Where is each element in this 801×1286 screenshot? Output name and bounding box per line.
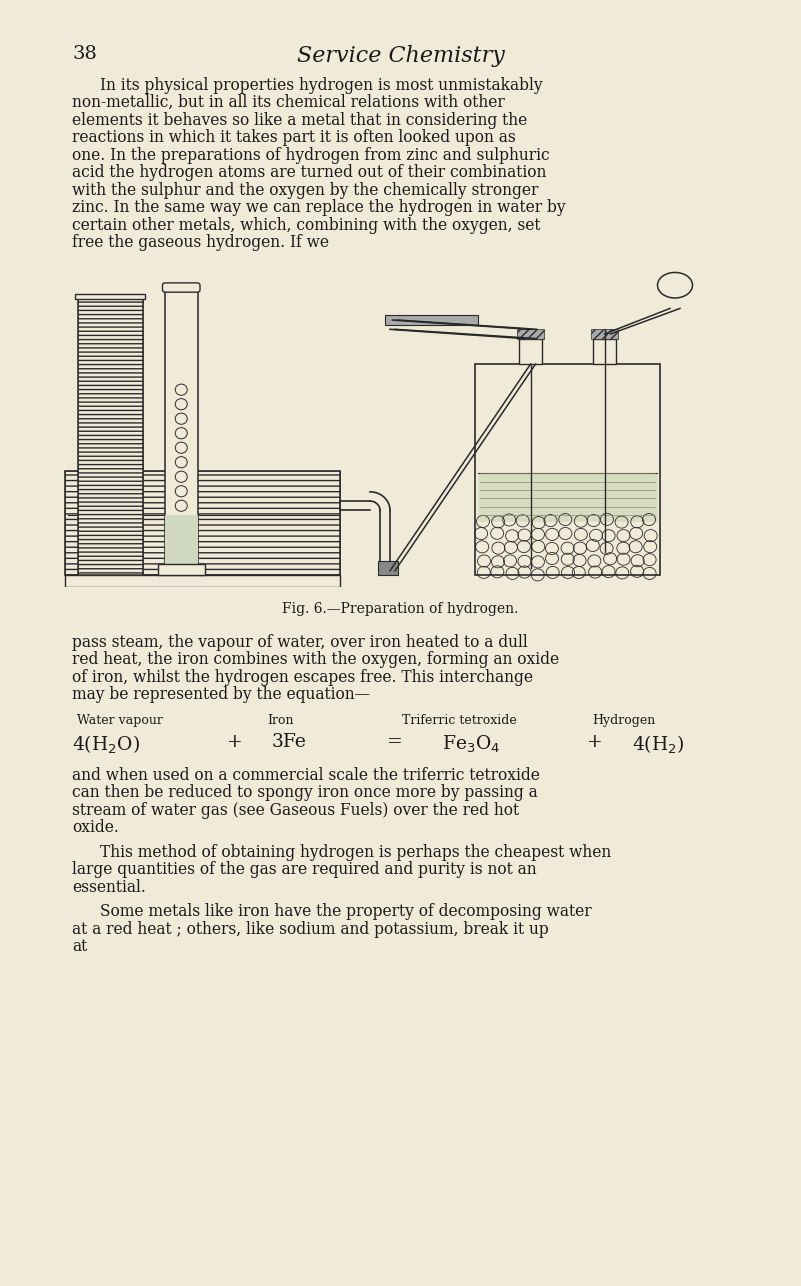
Bar	[65, 575, 340, 586]
Bar	[75, 293, 145, 300]
Bar	[519, 338, 541, 364]
Text: can then be reduced to spongy iron once more by passing a: can then be reduced to spongy iron once …	[72, 784, 537, 801]
Text: This method of obtaining hydrogen is perhaps the cheapest when: This method of obtaining hydrogen is per…	[100, 844, 611, 860]
Text: red heat, the iron combines with the oxygen, forming an oxide: red heat, the iron combines with the oxy…	[72, 651, 559, 667]
Text: Fig. 6.—Preparation of hydrogen.: Fig. 6.—Preparation of hydrogen.	[282, 602, 519, 616]
Text: acid the hydrogen atoms are turned out of their combination: acid the hydrogen atoms are turned out o…	[72, 165, 546, 181]
Bar	[165, 514, 198, 575]
Text: large quantities of the gas are required and purity is not an: large quantities of the gas are required…	[72, 862, 537, 878]
Text: with the sulphur and the oxygen by the chemically stronger: with the sulphur and the oxygen by the c…	[72, 181, 538, 198]
Bar	[78, 300, 143, 575]
Bar	[477, 473, 658, 522]
Bar	[385, 315, 477, 324]
Text: elements it behaves so like a metal that in considering the: elements it behaves so like a metal that…	[72, 112, 527, 129]
Text: Some metals like iron have the property of decomposing water: Some metals like iron have the property …	[100, 903, 592, 919]
Bar	[517, 329, 544, 338]
Ellipse shape	[658, 273, 693, 298]
Text: certain other metals, which, combining with the oxygen, set: certain other metals, which, combining w…	[72, 216, 541, 234]
Text: +: +	[227, 733, 243, 751]
Bar	[165, 289, 198, 575]
Text: Triferric tetroxide: Triferric tetroxide	[402, 714, 517, 727]
Text: 4(H$_2$O): 4(H$_2$O)	[72, 733, 140, 756]
Text: +: +	[587, 733, 602, 751]
Text: non-metallic, but in all its chemical relations with other: non-metallic, but in all its chemical re…	[72, 94, 505, 111]
Text: reactions in which it takes part it is often looked upon as: reactions in which it takes part it is o…	[72, 129, 516, 147]
Text: oxide.: oxide.	[72, 819, 119, 836]
Text: at: at	[72, 937, 87, 955]
Text: =: =	[387, 733, 403, 751]
Bar	[65, 471, 340, 575]
Text: 38: 38	[72, 45, 97, 63]
Text: Water vapour: Water vapour	[77, 714, 163, 727]
Text: 3Fe: 3Fe	[272, 733, 307, 751]
Text: at a red heat ; others, like sodium and potassium, break it up: at a red heat ; others, like sodium and …	[72, 921, 549, 937]
Bar	[377, 562, 397, 575]
Text: pass steam, the vapour of water, over iron heated to a dull: pass steam, the vapour of water, over ir…	[72, 634, 528, 651]
Text: of iron, whilst the hydrogen escapes free. This interchange: of iron, whilst the hydrogen escapes fre…	[72, 669, 533, 685]
Text: Fe$_3$O$_4$: Fe$_3$O$_4$	[442, 733, 501, 755]
Text: stream of water gas (see Gaseous Fuels) over the red hot: stream of water gas (see Gaseous Fuels) …	[72, 801, 519, 818]
Text: free the gaseous hydrogen. If we: free the gaseous hydrogen. If we	[72, 234, 329, 251]
Text: essential.: essential.	[72, 878, 146, 895]
Bar	[591, 329, 618, 338]
Bar	[475, 364, 660, 575]
Bar	[78, 300, 143, 575]
Text: zinc. In the same way we can replace the hydrogen in water by: zinc. In the same way we can replace the…	[72, 199, 566, 216]
Text: Service Chemistry: Service Chemistry	[296, 45, 505, 67]
Bar	[65, 471, 340, 575]
Bar	[594, 338, 616, 364]
Text: In its physical properties hydrogen is most unmistakably: In its physical properties hydrogen is m…	[100, 76, 542, 94]
Text: 4(H$_2$): 4(H$_2$)	[632, 733, 685, 756]
Text: may be represented by the equation—: may be represented by the equation—	[72, 685, 370, 703]
Bar	[158, 563, 205, 575]
Text: Iron: Iron	[267, 714, 293, 727]
FancyBboxPatch shape	[163, 283, 200, 292]
Text: and when used on a commercial scale the triferric tetroxide: and when used on a commercial scale the …	[72, 766, 540, 783]
Text: one. In the preparations of hydrogen from zinc and sulphuric: one. In the preparations of hydrogen fro…	[72, 147, 549, 163]
Text: Hydrogen: Hydrogen	[592, 714, 655, 727]
